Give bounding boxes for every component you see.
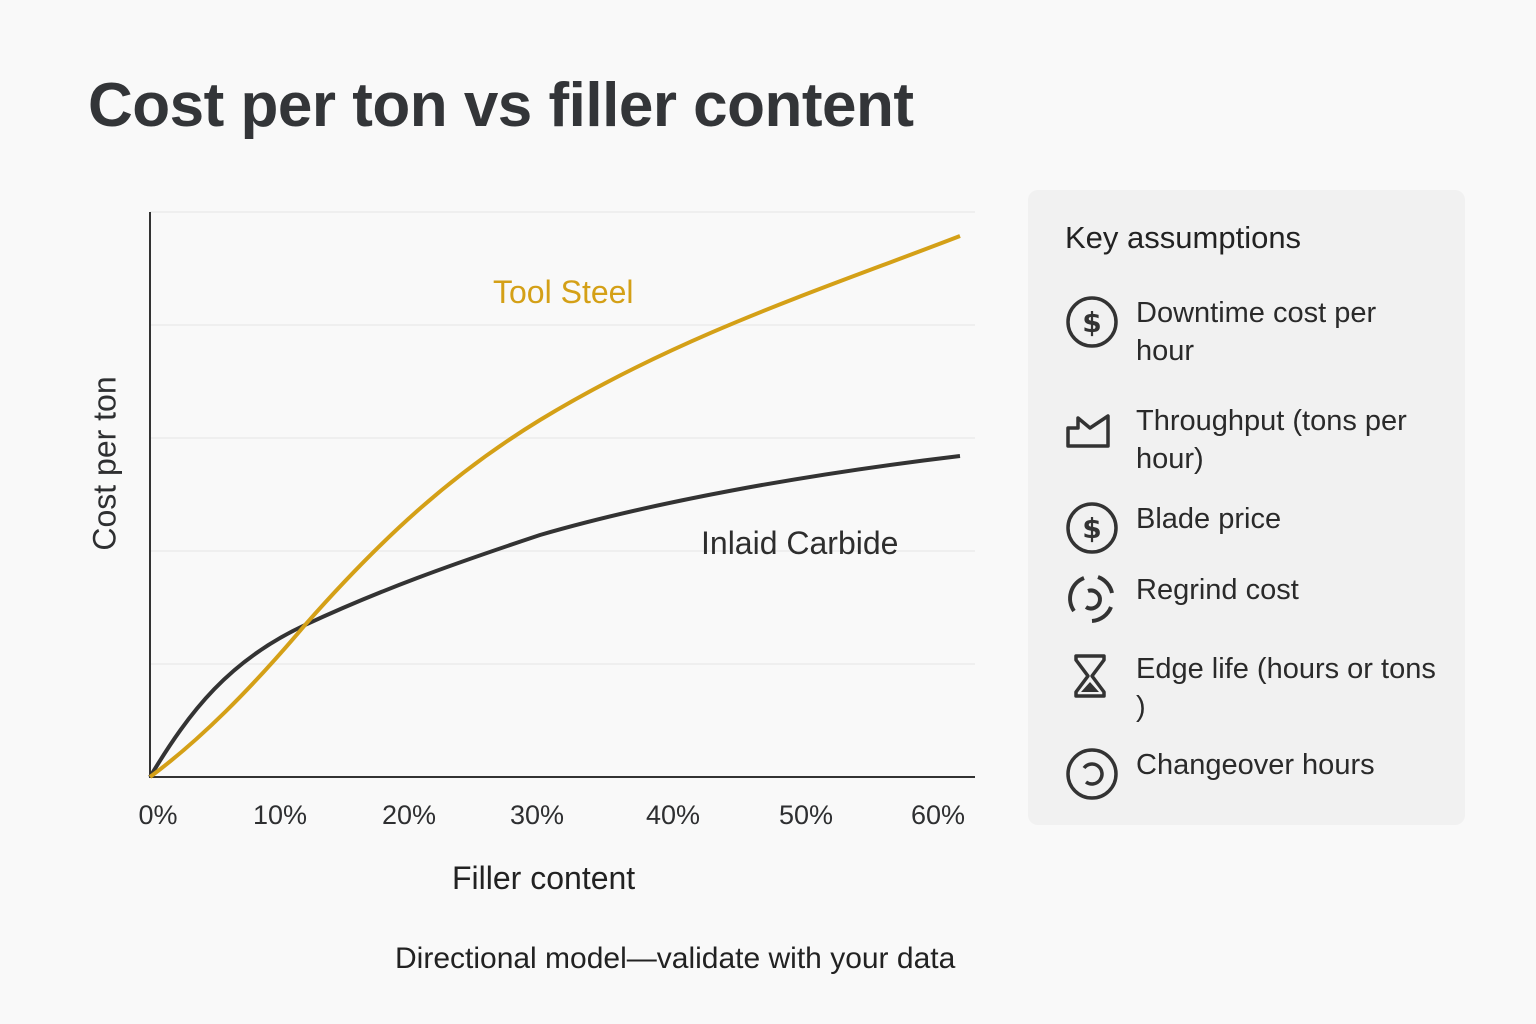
series-tool-steel xyxy=(148,234,961,779)
assumption-label: Blade price xyxy=(1136,503,1282,535)
factory-icon xyxy=(1066,414,1110,448)
gridlines xyxy=(150,211,975,665)
x-tick-label: 0% xyxy=(138,800,178,830)
refresh-circle-icon xyxy=(1066,748,1118,800)
tool-steel-label: Tool Steel xyxy=(493,274,634,310)
regrind-cycle-icon xyxy=(1068,575,1114,623)
assumption-label: Regrind cost xyxy=(1136,574,1299,606)
chart-title: Cost per ton vs filler content xyxy=(88,71,914,140)
assumption-label: Edge life (hours or tons ) xyxy=(1136,653,1436,723)
x-tick-label: 60% xyxy=(910,800,966,830)
key-assumptions-panel: Key assumptions $ Downtime cost per hour… xyxy=(1028,190,1465,825)
footnote: Directional model—validate with your dat… xyxy=(395,942,956,975)
hourglass-icon xyxy=(1074,654,1106,698)
y-axis-label: Cost per ton xyxy=(86,376,123,551)
dollar-circle-icon: $ xyxy=(1066,296,1118,348)
assumption-item: Throughput (tons per hour) xyxy=(1064,402,1436,478)
assumption-item: Changeover hours xyxy=(1064,746,1436,802)
panel-heading: Key assumptions xyxy=(1065,220,1302,255)
x-axis-label: Filler content xyxy=(452,860,636,896)
svg-text:$: $ xyxy=(1082,512,1101,545)
dollar-circle-icon: $ xyxy=(1066,502,1118,554)
plot-area xyxy=(148,211,975,779)
x-tick-label: 50% xyxy=(778,800,834,830)
line-chart: Cost per ton 0% 10% 20% 30% 40% 50% 60% … xyxy=(86,211,975,896)
assumption-item: Edge life (hours or tons ) xyxy=(1064,650,1436,726)
x-tick-label: 40% xyxy=(645,800,701,830)
x-tick-label: 20% xyxy=(381,800,437,830)
svg-text:$: $ xyxy=(1082,306,1101,339)
assumption-item: Regrind cost xyxy=(1064,571,1436,627)
assumption-label: Downtime cost per hour xyxy=(1136,297,1377,367)
assumption-item: $ Blade price xyxy=(1064,500,1436,556)
x-tick-label: 10% xyxy=(252,800,308,830)
assumption-label: Changeover hours xyxy=(1136,749,1375,781)
x-tick-label: 30% xyxy=(509,800,565,830)
series-inlaid-carbide xyxy=(148,454,961,779)
assumption-label: Throughput (tons per hour) xyxy=(1136,405,1407,475)
assumption-item: $ Downtime cost per hour xyxy=(1064,294,1436,370)
inlaid-carbide-label: Inlaid Carbide xyxy=(701,525,899,561)
